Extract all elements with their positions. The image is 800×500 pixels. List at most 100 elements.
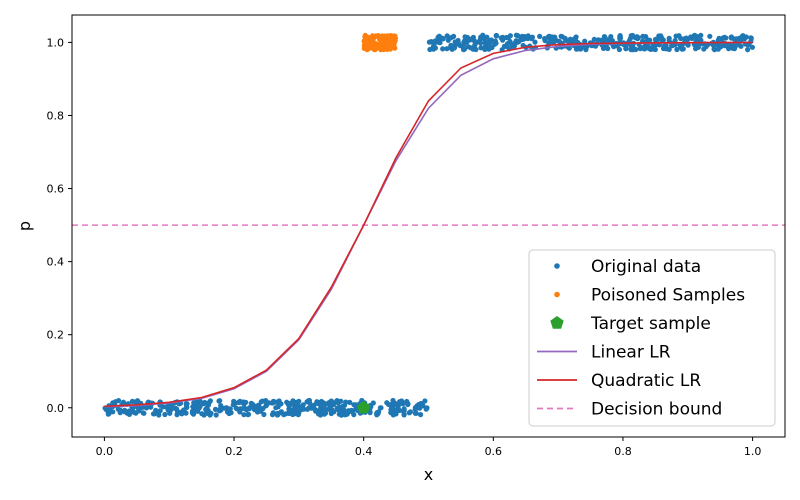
scatter-point xyxy=(126,408,132,414)
x-tick-label: 1.0 xyxy=(744,445,762,458)
legend-label: Poisoned Samples xyxy=(591,286,745,306)
scatter-point xyxy=(216,398,222,404)
scatter-point xyxy=(470,37,476,43)
scatter-point xyxy=(731,46,738,52)
scatter-point xyxy=(392,45,398,51)
scatter-point xyxy=(537,33,543,40)
scatter-point xyxy=(331,409,337,415)
scatter-point xyxy=(651,46,657,52)
scatter-point xyxy=(628,33,634,39)
scatter-point xyxy=(373,33,379,39)
scatter-point xyxy=(269,412,276,418)
scatter-point xyxy=(542,36,548,42)
scatter-point xyxy=(732,36,738,42)
scatter-point xyxy=(426,39,432,45)
scatter-point xyxy=(374,409,380,416)
series-poisoned-samples xyxy=(361,32,398,53)
scatter-point xyxy=(623,46,629,52)
y-axis-ticks: 0.0 0.2 0.4 0.6 0.8 1.0 xyxy=(47,36,72,415)
scatter-point xyxy=(405,401,411,407)
y-tick-label: 0.4 xyxy=(47,256,65,269)
scatter-point xyxy=(437,40,443,46)
scatter-point xyxy=(562,35,568,42)
scatter-point xyxy=(617,33,623,39)
scatter-point xyxy=(275,404,281,410)
x-tick-label: 0.2 xyxy=(225,445,243,458)
scatter-point xyxy=(666,46,672,53)
scatter-point xyxy=(208,410,214,416)
line-quadratic-lr xyxy=(104,41,753,408)
scatter-point xyxy=(291,401,297,407)
y-tick-label: 0.6 xyxy=(47,183,65,196)
scatter-point xyxy=(461,39,467,45)
scatter-point xyxy=(212,406,219,412)
scatter-point xyxy=(377,405,383,411)
scatter-point xyxy=(427,46,433,53)
scatter-point xyxy=(532,39,538,45)
scatter-point xyxy=(150,411,157,417)
scatter-point xyxy=(692,32,698,38)
scatter-point xyxy=(241,401,247,407)
scatter-point xyxy=(451,33,457,40)
scatter-point xyxy=(338,412,344,418)
x-tick-label: 0.0 xyxy=(96,445,114,458)
scatter-point xyxy=(661,43,667,49)
scatter-point xyxy=(189,408,195,414)
scatter-point xyxy=(745,42,751,48)
scatter-point xyxy=(480,32,486,38)
scatter-point xyxy=(353,402,359,408)
scatter-point xyxy=(683,35,689,41)
scatter-point xyxy=(467,45,474,51)
scatter-point xyxy=(184,403,190,409)
scatter-point xyxy=(546,40,552,46)
scatter-point xyxy=(261,411,267,418)
scatter-point xyxy=(575,46,581,52)
scatter-point xyxy=(423,406,429,412)
legend-label: Decision bound xyxy=(591,400,722,420)
scatter-point xyxy=(418,412,424,418)
scatter-point xyxy=(461,47,467,53)
scatter-point xyxy=(634,34,640,40)
y-tick-label: 0.2 xyxy=(47,329,65,342)
scatter-point xyxy=(319,402,325,409)
scatter-point xyxy=(445,37,451,43)
scatter-point xyxy=(724,42,730,48)
legend-marker xyxy=(554,291,560,298)
scatter-point xyxy=(444,33,450,39)
scatter-point xyxy=(204,408,210,414)
scatter-point xyxy=(392,410,398,417)
scatter-point xyxy=(748,35,754,41)
scatter-point xyxy=(416,402,422,408)
scatter-point xyxy=(529,36,535,42)
scatter-point xyxy=(307,400,313,406)
scatter-point xyxy=(639,45,645,51)
scatter-point xyxy=(361,45,367,52)
scatter-point xyxy=(552,34,558,40)
scatter-point xyxy=(679,46,685,52)
scatter-point xyxy=(582,38,588,44)
scatter-point xyxy=(432,38,438,44)
scatter-point xyxy=(174,412,180,418)
scatter-point xyxy=(230,402,236,408)
scatter-point xyxy=(275,410,281,416)
scatter-point xyxy=(388,36,394,43)
scatter-point xyxy=(213,412,219,418)
scatter-point xyxy=(385,401,392,407)
scatter-point xyxy=(105,411,111,417)
scatter-point xyxy=(462,34,468,40)
legend-label: Original data xyxy=(591,257,701,277)
scatter-point xyxy=(197,403,203,409)
scatter-point xyxy=(605,45,611,52)
scatter-point xyxy=(117,407,123,413)
legend: Original data Poisoned Samples Target samp… xyxy=(528,249,776,427)
scatter-point xyxy=(743,34,749,40)
scatter-point xyxy=(674,46,680,53)
scatter-point xyxy=(245,412,251,418)
scatter-point xyxy=(157,408,163,414)
scatter-point xyxy=(340,403,346,409)
legend-item-poisoned-samples: Poisoned Samples xyxy=(554,286,745,306)
scatter-point xyxy=(478,40,484,46)
scatter-point xyxy=(658,33,664,39)
scatter-point xyxy=(701,46,707,52)
scatter-point xyxy=(396,407,402,414)
